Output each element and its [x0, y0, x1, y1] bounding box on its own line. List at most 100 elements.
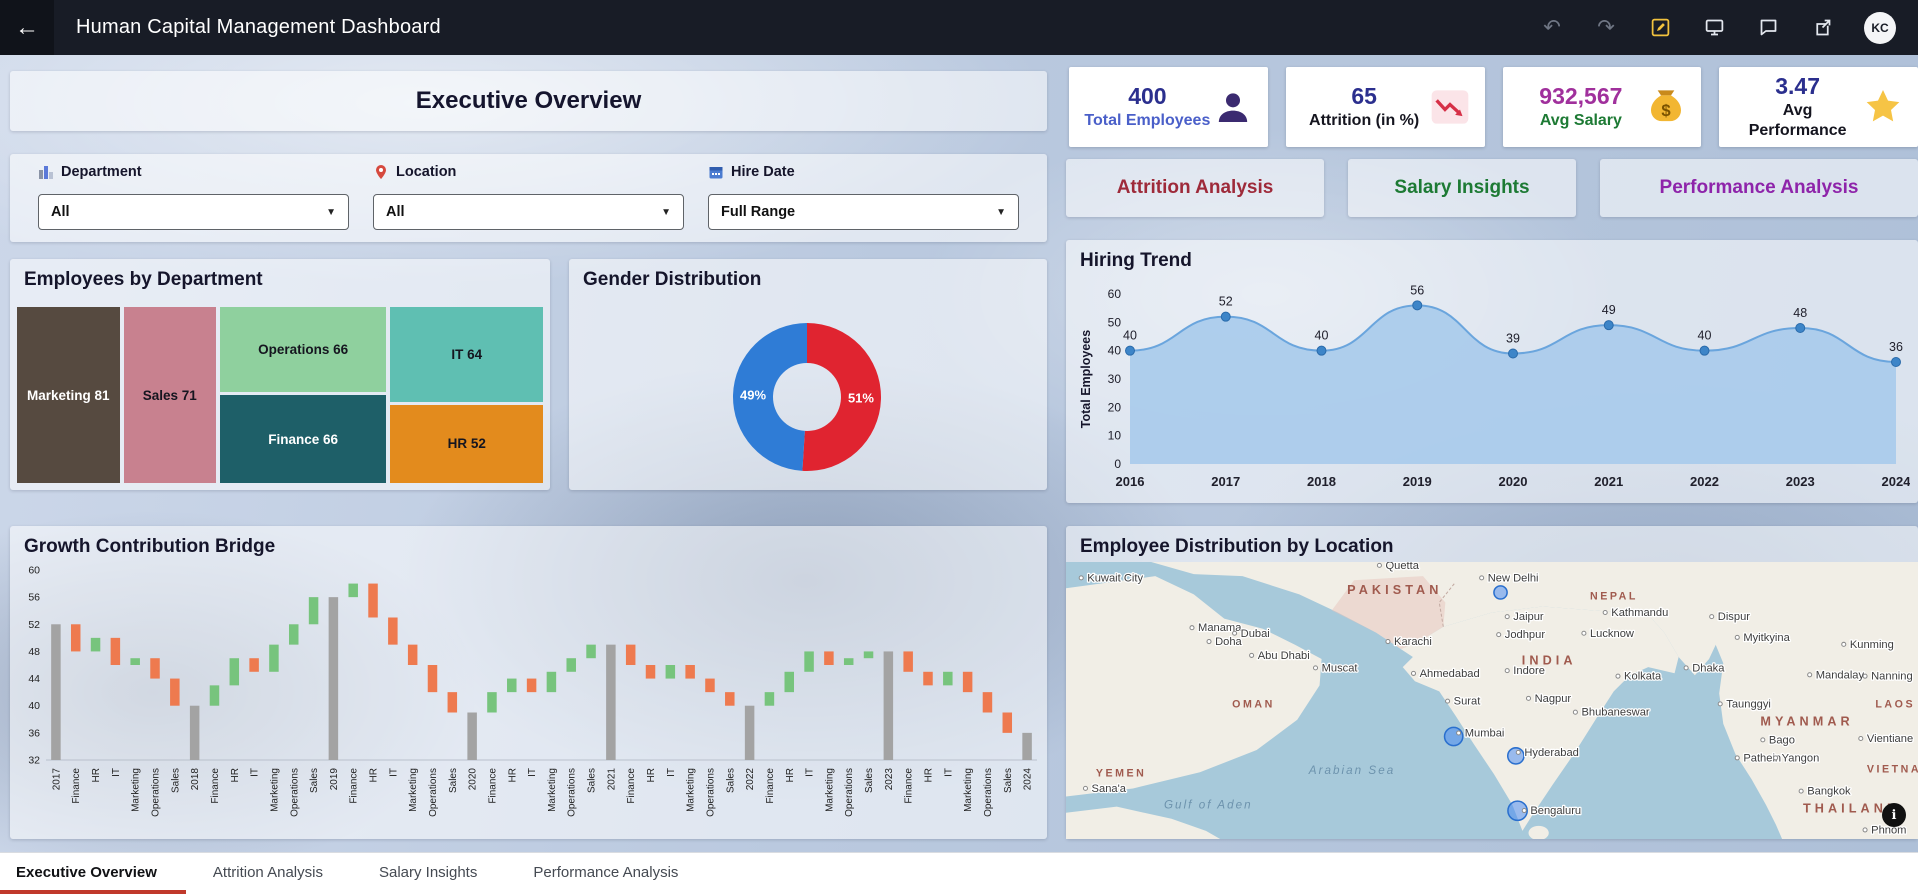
bridge-delta-bar[interactable]	[427, 665, 438, 693]
bridge-delta-bar[interactable]	[110, 637, 121, 665]
bridge-delta-bar[interactable]	[507, 678, 517, 693]
edit-icon[interactable]	[1648, 16, 1672, 40]
bridge-delta-bar[interactable]	[388, 617, 398, 645]
share-icon[interactable]	[1810, 16, 1834, 40]
location-map[interactable]: Kuwait City Quetta New Delhi PAKISTAN NEPAL K…	[1066, 562, 1918, 839]
trend-point[interactable]	[1412, 300, 1423, 311]
nav-performance-analysis[interactable]: Performance Analysis	[1600, 159, 1918, 217]
hire-date-filter-dropdown[interactable]: Full Range ▼	[708, 194, 1019, 230]
trend-point[interactable]	[1891, 357, 1901, 367]
present-icon[interactable]	[1702, 16, 1726, 40]
department-filter-dropdown[interactable]: All ▼	[38, 194, 349, 230]
bridge-total-bar[interactable]	[606, 644, 616, 760]
comment-icon[interactable]	[1756, 16, 1780, 40]
location-filter-dropdown[interactable]: All ▼	[373, 194, 684, 230]
tab-performance-analysis[interactable]: Performance Analysis	[533, 863, 679, 881]
kpi-avg-salary[interactable]: 932,567 Avg Salary $	[1502, 67, 1702, 147]
treemap-tile-it[interactable]: IT 64	[390, 307, 543, 403]
bridge-delta-bar[interactable]	[586, 644, 596, 659]
trend-point[interactable]	[1316, 345, 1327, 356]
bridge-delta-bar[interactable]	[269, 644, 279, 672]
bridge-delta-bar[interactable]	[685, 665, 695, 679]
bridge-total-bar[interactable]	[883, 651, 894, 760]
bridge-total-bar[interactable]	[744, 705, 755, 760]
trend-point[interactable]	[1125, 345, 1135, 356]
bridge-delta-bar[interactable]	[804, 651, 814, 672]
bridge-delta-bar[interactable]	[705, 678, 715, 693]
bridge-delta-bar[interactable]	[447, 692, 458, 713]
bridge-delta-bar[interactable]	[725, 692, 735, 706]
bridge-delta-bar[interactable]	[982, 692, 993, 713]
bridge-delta-bar[interactable]	[824, 651, 834, 665]
map-info-button[interactable]: ℹ	[1882, 803, 1906, 827]
gender-donut-chart[interactable]: 51% 49%	[717, 307, 897, 487]
trend-point[interactable]	[1603, 320, 1614, 331]
bridge-total-bar[interactable]	[189, 705, 200, 760]
kpi-attrition[interactable]: 65 Attrition (in %)	[1285, 67, 1485, 147]
bridge-delta-bar[interactable]	[923, 671, 933, 686]
growth-bridge-chart[interactable]: 32 36 40 44 48 52 56 60 2017 Finance HR IT Marketing…	[14, 564, 1043, 834]
trend-point[interactable]	[1220, 311, 1231, 322]
bridge-total-bar[interactable]	[1022, 732, 1032, 760]
bridge-delta-bar[interactable]	[150, 658, 160, 679]
bridge-delta-bar[interactable]	[943, 671, 953, 686]
tab-attrition-analysis[interactable]: Attrition Analysis	[212, 863, 323, 881]
bridge-delta-bar[interactable]	[546, 671, 557, 693]
donut-slice[interactable]	[733, 323, 807, 471]
donut-slice[interactable]	[802, 323, 881, 471]
bridge-delta-bar[interactable]	[348, 583, 358, 598]
map-marker-bengaluru[interactable]	[1507, 800, 1528, 822]
bridge-total-bar[interactable]	[51, 624, 61, 760]
bridge-delta-bar[interactable]	[526, 678, 537, 693]
map-canvas[interactable]: Kuwait City Quetta New Delhi PAKISTAN NEPAL K…	[1066, 562, 1918, 839]
bridge-delta-bar[interactable]	[170, 678, 180, 706]
bridge-delta-bar[interactable]	[863, 651, 874, 659]
back-button[interactable]: ←	[0, 0, 54, 55]
bridge-delta-bar[interactable]	[130, 658, 140, 665]
treemap-tile-hr[interactable]: HR 52	[390, 404, 543, 483]
bridge-delta-bar[interactable]	[90, 637, 101, 652]
kpi-avg-performance[interactable]: 3.47 Avg Performance	[1719, 67, 1918, 147]
bridge-delta-bar[interactable]	[368, 583, 378, 618]
bridge-delta-bar[interactable]	[308, 597, 319, 625]
bridge-delta-bar[interactable]	[487, 692, 497, 713]
map-marker-new-delhi[interactable]	[1493, 585, 1508, 600]
treemap-tile-finance[interactable]: Finance 66	[220, 395, 387, 483]
treemap-tile-operations[interactable]: Operations 66	[220, 307, 387, 393]
bridge-delta-bar[interactable]	[665, 665, 676, 679]
map-marker-mumbai[interactable]	[1443, 726, 1464, 747]
trend-point[interactable]	[1508, 348, 1518, 359]
nav-salary-insights[interactable]: Salary Insights	[1348, 159, 1576, 217]
treemap-tile-sales[interactable]: Sales 71	[123, 307, 216, 483]
bridge-delta-bar[interactable]	[249, 658, 259, 672]
bridge-delta-bar[interactable]	[289, 624, 299, 645]
nav-attrition-analysis[interactable]: Attrition Analysis	[1066, 159, 1324, 217]
undo-icon[interactable]: ↶	[1543, 16, 1561, 39]
treemap-tile-marketing[interactable]: Marketing 81	[17, 307, 120, 483]
user-avatar[interactable]: KC	[1864, 11, 1896, 44]
bridge-delta-bar[interactable]	[843, 658, 854, 665]
trend-point[interactable]	[1699, 345, 1710, 356]
bridge-delta-bar[interactable]	[903, 651, 913, 672]
bridge-delta-bar[interactable]	[645, 665, 656, 679]
bridge-delta-bar[interactable]	[209, 685, 220, 706]
bridge-delta-bar[interactable]	[962, 671, 973, 693]
bridge-delta-bar[interactable]	[566, 658, 576, 672]
bridge-delta-bar[interactable]	[764, 692, 775, 706]
kpi-total-employees[interactable]: 400 Total Employees	[1069, 67, 1268, 147]
tab-salary-insights[interactable]: Salary Insights	[378, 863, 478, 881]
bridge-delta-bar[interactable]	[1002, 712, 1013, 733]
trend-point[interactable]	[1795, 323, 1806, 333]
bridge-delta-bar[interactable]	[407, 644, 418, 665]
bridge-delta-bar[interactable]	[70, 624, 81, 652]
bridge-delta-bar[interactable]	[625, 644, 636, 665]
tab-executive-overview[interactable]: Executive Overview	[14, 853, 159, 894]
bridge-delta-bar[interactable]	[229, 658, 240, 686]
bridge-total-bar[interactable]	[467, 712, 477, 761]
bridge-delta-bar[interactable]	[784, 671, 795, 693]
department-treemap[interactable]: Marketing 81 Sales 71 Operations 66 Finance…	[17, 307, 543, 483]
bridge-total-bar[interactable]	[328, 597, 339, 760]
map-marker-hyderabad[interactable]	[1506, 747, 1525, 765]
redo-icon[interactable]: ↷	[1597, 16, 1615, 39]
